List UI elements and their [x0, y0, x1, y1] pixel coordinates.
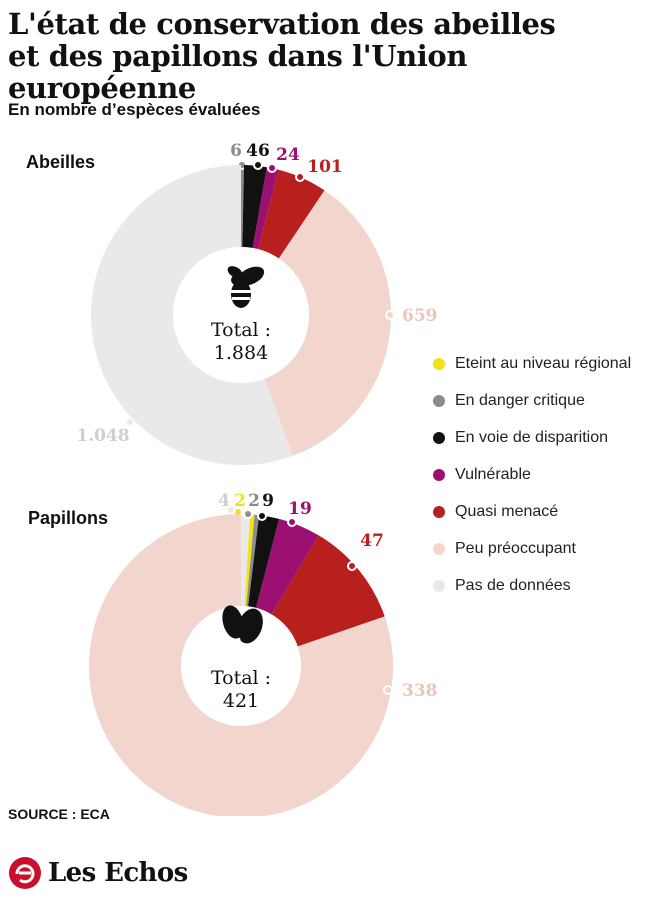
slice-vuln-rable: [256, 518, 319, 615]
slice-marker: [287, 517, 297, 527]
legend-label: Quasi menacé: [455, 502, 559, 520]
slice-en-danger-critique: [241, 165, 245, 248]
slice-pas-de-donn-es: [90, 165, 293, 465]
chart-title-butterflies: Papillons: [28, 508, 109, 528]
data-label: 19: [288, 499, 312, 519]
slice-en-danger-critique: [246, 514, 260, 607]
data-label: 1.048: [76, 426, 129, 446]
legend-swatch: [433, 542, 445, 555]
total-value: 421: [223, 690, 259, 712]
slice-marker: [257, 511, 267, 521]
legend-swatch: [433, 431, 445, 444]
bees-donut-chart: 6 46 24 101 659 1.048 Total :1.884: [76, 141, 438, 465]
legend-swatch: [433, 394, 445, 407]
legend-item: Eteint au niveau régional: [433, 345, 631, 382]
data-label: 24: [276, 145, 300, 165]
logo-text: Les Echos: [48, 858, 188, 888]
legend-label: En voie de disparition: [455, 428, 608, 446]
slice-marker: [295, 172, 305, 182]
legend-item: Vulnérable: [433, 456, 631, 493]
slice-pas-de-donn-es: [241, 514, 251, 607]
total-label: Total :: [211, 319, 271, 341]
data-label: 6: [230, 141, 242, 161]
legend-swatch: [433, 579, 445, 592]
data-label: 9: [262, 491, 274, 511]
legend-swatch: [433, 468, 445, 481]
slice-marker: [267, 163, 277, 173]
slice-peu-pr-occupant: [264, 190, 391, 456]
legend-item: Peu préoccupant: [433, 530, 631, 567]
data-label: 659: [402, 306, 438, 326]
data-label: 338: [402, 681, 438, 701]
slice-eteint-au-niveau-r-gional: [244, 514, 255, 607]
slice-quasi-menac-: [258, 169, 325, 259]
slice-marker: [385, 310, 395, 320]
legend-item: En danger critique: [433, 382, 631, 419]
data-label: 2: [234, 491, 246, 511]
donut-hole: [181, 606, 301, 726]
slice-peu-pr-occupant: [89, 514, 393, 816]
data-label: 101: [307, 157, 343, 177]
slice-marker: [347, 561, 357, 571]
slice-marker: [125, 417, 135, 427]
slice-en-voie-de-disparition: [248, 515, 280, 608]
title-line-2: et des papillons dans l'Union européenne: [8, 39, 468, 105]
data-label: 46: [246, 141, 270, 161]
legend-label: Peu préoccupant: [455, 539, 576, 557]
les-echos-logo: Les Echos: [8, 856, 188, 890]
subtitle: En nombre d’espèces évaluées: [8, 100, 261, 119]
legend: Eteint au niveau régional En danger criti…: [433, 345, 631, 604]
data-label: 4: [218, 491, 230, 511]
legend-item: Quasi menacé: [433, 493, 631, 530]
total-label: Total :: [211, 667, 271, 689]
butterfly-icon: [222, 605, 263, 647]
legend-label: En danger critique: [455, 391, 585, 409]
donut-hole: [173, 247, 309, 383]
page-title: L'état de conservation des abeilles et d…: [8, 8, 663, 104]
slice-marker: [253, 160, 263, 170]
chart-title-bees: Abeilles: [26, 152, 96, 172]
slice-vuln-rable: [252, 167, 279, 250]
legend-item: En voie de disparition: [433, 419, 631, 456]
slice-marker: [243, 509, 253, 519]
legend-swatch: [433, 505, 445, 518]
slice-marker: [383, 685, 393, 695]
slice-quasi-menac-: [271, 535, 385, 647]
legend-label: Eteint au niveau régional: [455, 354, 632, 372]
legend-item: Pas de données: [433, 567, 631, 604]
data-label: 2: [248, 491, 260, 511]
legend-swatch: [433, 357, 445, 370]
title-line-1: L'état de conservation des abeilles: [8, 7, 556, 41]
source-note: SOURCE : ECA: [8, 806, 110, 822]
legend-label: Vulnérable: [455, 465, 531, 483]
bee-icon: [227, 266, 265, 308]
les-echos-logo-icon: [9, 857, 41, 889]
total-value: 1.884: [214, 342, 268, 364]
data-label: 47: [360, 531, 384, 551]
legend-label: Pas de données: [455, 576, 571, 594]
slice-en-voie-de-disparition: [242, 165, 267, 249]
butterflies-donut-chart: 4 2 2 9 19 47 338 Total :421: [89, 491, 438, 816]
